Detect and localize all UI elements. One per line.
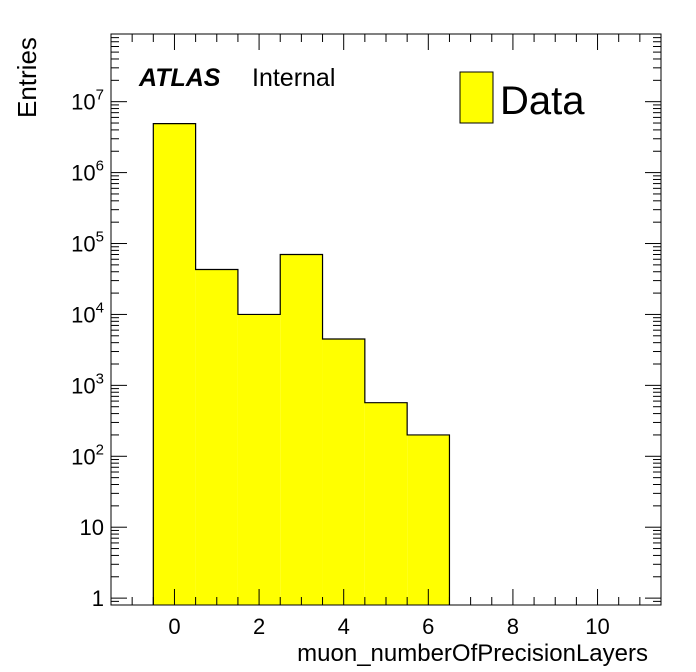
y-tick-label: 102 (71, 441, 104, 469)
y-tick-label: 103 (71, 370, 104, 398)
y-tick-label: 1 (92, 586, 104, 611)
internal-label: Internal (252, 64, 335, 92)
histogram-bar (364, 402, 408, 605)
y-axis-title: Entries (12, 37, 42, 118)
legend-swatch (459, 71, 494, 124)
y-tick-label: 106 (71, 158, 104, 186)
histogram-bar (407, 434, 450, 605)
y-tick-label: 10 (80, 515, 104, 540)
y-tick-label: 104 (71, 299, 104, 327)
y-tick-label: 105 (71, 229, 104, 257)
x-axis-ticks: 0 2 4 6 8 10 (110, 34, 662, 639)
histogram-bar (237, 314, 281, 605)
y-tick-label: 107 (71, 87, 104, 115)
legend-label: Data (500, 79, 585, 123)
histogram-bars (152, 123, 451, 606)
x-tick-label: 6 (422, 614, 434, 639)
atlas-label: ATLAS (138, 64, 221, 92)
histogram-bar (195, 269, 238, 605)
x-tick-label: 10 (585, 614, 609, 639)
y-axis-ticks: 1 10 102 103 104 105 106 107 (71, 33, 661, 611)
histogram-outline (152, 123, 451, 605)
x-axis-title: muon_numberOfPrecisionLayers (297, 640, 648, 667)
x-tick-label: 0 (168, 614, 180, 639)
histogram-bar (322, 339, 365, 605)
histogram-bar (280, 254, 323, 606)
x-tick-label: 4 (338, 614, 350, 639)
x-tick-label: 8 (507, 614, 519, 639)
x-tick-label: 2 (253, 614, 265, 639)
legend: Data (459, 71, 585, 124)
histogram-bar (153, 123, 196, 605)
